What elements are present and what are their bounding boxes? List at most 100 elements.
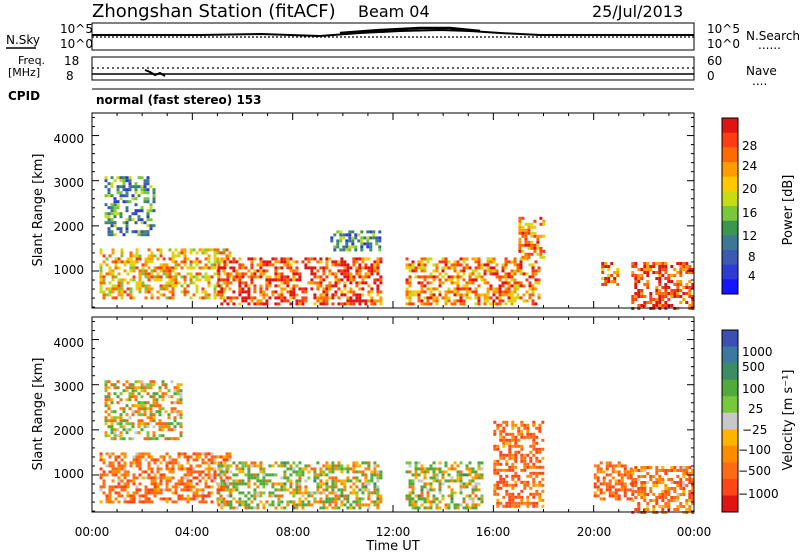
data-cell bbox=[358, 257, 362, 261]
data-cell bbox=[204, 461, 208, 465]
data-cell bbox=[492, 272, 496, 276]
data-cell bbox=[117, 455, 121, 459]
data-cell bbox=[453, 503, 457, 507]
data-cell bbox=[361, 287, 365, 291]
data-cell bbox=[134, 182, 138, 186]
data-cell bbox=[222, 479, 226, 483]
data-cell bbox=[144, 458, 148, 462]
data-cell bbox=[147, 284, 151, 288]
data-cell bbox=[658, 298, 662, 301]
data-cell bbox=[226, 464, 230, 468]
data-cell bbox=[346, 296, 350, 300]
data-cell bbox=[691, 493, 695, 496]
data-cell bbox=[110, 230, 114, 234]
data-cell bbox=[159, 488, 163, 492]
data-cell bbox=[486, 257, 490, 261]
data-cell bbox=[165, 266, 169, 270]
data-cell bbox=[137, 401, 141, 405]
data-cell bbox=[366, 230, 370, 234]
data-cell bbox=[524, 231, 528, 235]
data-cell bbox=[149, 383, 153, 387]
data-cell bbox=[238, 275, 242, 279]
data-cell bbox=[168, 461, 172, 465]
data-cell bbox=[289, 479, 293, 483]
data-cell bbox=[643, 262, 647, 265]
data-cell bbox=[358, 275, 362, 279]
data-cell bbox=[280, 266, 284, 270]
data-cell bbox=[319, 485, 323, 489]
data-cell bbox=[373, 473, 377, 477]
data-cell bbox=[256, 473, 260, 477]
data-cell bbox=[527, 252, 531, 256]
data-cell bbox=[370, 299, 374, 303]
data-cell bbox=[173, 437, 177, 441]
data-cell bbox=[435, 479, 439, 483]
data-cell bbox=[535, 447, 539, 451]
data-cell bbox=[438, 467, 442, 471]
data-cell bbox=[361, 503, 365, 507]
data-cell bbox=[116, 227, 120, 231]
data-cell bbox=[637, 508, 641, 511]
y-tick-label: 1000 bbox=[53, 263, 84, 277]
data-cell bbox=[132, 296, 136, 300]
data-cell bbox=[126, 470, 130, 474]
data-cell bbox=[222, 455, 226, 459]
data-cell bbox=[453, 281, 457, 285]
data-cell bbox=[144, 494, 148, 498]
data-cell bbox=[210, 458, 214, 462]
data-cell bbox=[369, 236, 373, 240]
data-cell bbox=[316, 461, 320, 465]
data-cell bbox=[358, 293, 362, 297]
data-cell bbox=[159, 284, 163, 288]
data-cell bbox=[141, 272, 145, 276]
data-cell bbox=[204, 452, 208, 456]
data-cell bbox=[331, 491, 335, 495]
data-cell bbox=[134, 230, 138, 234]
data-cell bbox=[623, 485, 627, 489]
data-cell bbox=[310, 278, 314, 282]
data-cell bbox=[310, 272, 314, 276]
data-cell bbox=[477, 497, 481, 501]
data-cell bbox=[519, 266, 523, 270]
data-cell bbox=[465, 464, 469, 468]
data-cell bbox=[164, 386, 168, 390]
data-cell bbox=[334, 290, 338, 294]
data-cell bbox=[146, 224, 150, 228]
data-cell bbox=[646, 505, 650, 508]
data-cell bbox=[468, 470, 472, 474]
data-cell bbox=[349, 299, 353, 303]
data-cell bbox=[471, 485, 475, 489]
data-cell bbox=[532, 420, 536, 424]
data-cell bbox=[456, 272, 460, 276]
data-cell bbox=[438, 281, 442, 285]
data-cell bbox=[138, 452, 142, 456]
data-cell bbox=[195, 458, 199, 462]
data-cell bbox=[183, 278, 187, 282]
data-cell bbox=[346, 494, 350, 498]
data-cell bbox=[435, 506, 439, 510]
data-cell bbox=[304, 263, 308, 267]
data-cell bbox=[146, 392, 150, 396]
data-cell bbox=[159, 278, 163, 282]
data-cell bbox=[220, 473, 224, 477]
data-cell bbox=[104, 185, 108, 189]
data-cell bbox=[505, 453, 509, 457]
data-cell bbox=[453, 506, 457, 510]
data-cell bbox=[313, 479, 317, 483]
data-cell bbox=[131, 194, 135, 198]
data-cell bbox=[111, 248, 115, 252]
data-cell bbox=[611, 494, 615, 498]
data-cell bbox=[232, 260, 236, 264]
data-cell bbox=[235, 488, 239, 492]
data-cell bbox=[238, 272, 242, 276]
data-cell bbox=[367, 257, 371, 261]
data-cell bbox=[219, 476, 223, 480]
cbar-tick: −25 bbox=[742, 423, 767, 437]
data-cell bbox=[316, 275, 320, 279]
data-cell bbox=[631, 271, 635, 274]
data-cell bbox=[370, 269, 374, 273]
data-cell bbox=[376, 491, 380, 495]
data-cell bbox=[511, 468, 515, 472]
data-cell bbox=[661, 295, 665, 298]
data-cell bbox=[534, 278, 538, 282]
